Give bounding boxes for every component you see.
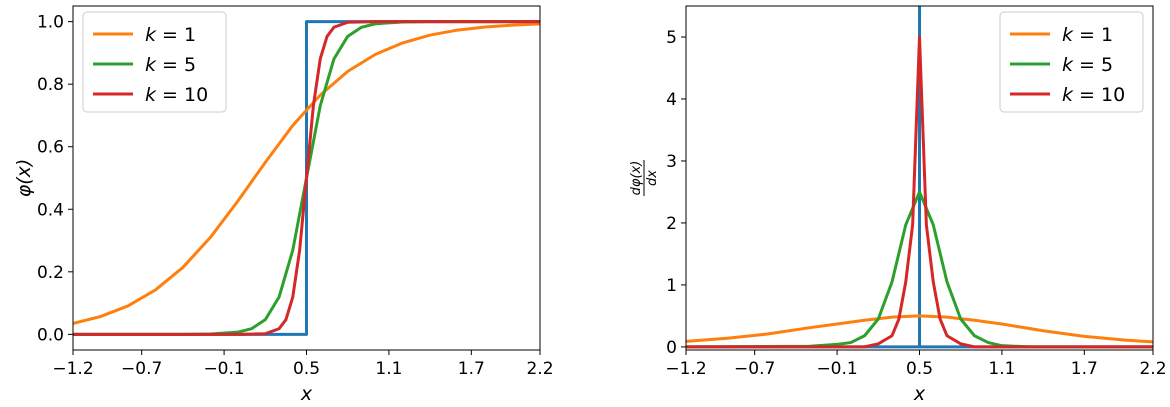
y-tick-label: 1 [666, 276, 677, 296]
legend: k = 1 k = 5 k = 10 [82, 11, 227, 113]
right-chart-derivative: −1.2 −0.7 −0.1 0.5 1.1 1.7 2.2 0 1 2 3 4 5 x dφ(x) dx k … [629, 5, 1167, 405]
series-line-k10 [73, 20, 540, 336]
y-tick-label: 0.2 [37, 263, 64, 283]
x-tick-label: 1.1 [988, 359, 1015, 379]
legend-label-k10: k = 10 [1062, 84, 1125, 106]
x-tick-label: 0.5 [293, 359, 320, 379]
y-tick-label: 0.6 [37, 138, 64, 158]
legend-box [82, 11, 227, 113]
x-tick-label: −0.1 [203, 359, 244, 379]
y-tick-label: 4 [666, 90, 677, 110]
y-tick-label: 2 [666, 214, 677, 234]
legend-label-k1: k = 1 [1062, 24, 1113, 46]
y-axis-label: φ(x) [13, 159, 35, 198]
x-tick-label: −1.2 [665, 359, 706, 379]
legend-label-k10: k = 10 [145, 84, 208, 106]
series-line-k1 [73, 22, 540, 325]
plot-area [73, 20, 540, 336]
legend-label-k5: k = 5 [1062, 54, 1113, 76]
y-tick-label: 0 [666, 338, 677, 358]
legend-label-k1: k = 1 [145, 24, 196, 46]
plot-area [686, 6, 1153, 349]
x-tick-label: −0.7 [121, 359, 162, 379]
x-tick-label: 2.2 [1139, 359, 1166, 379]
y-tick-label: 1.0 [37, 13, 64, 33]
y-tick-label: 0.0 [37, 325, 64, 345]
y-tick-label: 3 [666, 152, 677, 172]
x-tick-label: 1.1 [375, 359, 402, 379]
x-tick-label: −1.2 [52, 359, 93, 379]
y-tick-label: 0.8 [37, 75, 64, 95]
x-axis-label: x [913, 383, 926, 405]
legend: k = 1 k = 5 k = 10 [999, 11, 1144, 113]
y-label-numerator: dφ(x) [629, 161, 644, 196]
y-tick-label: 5 [666, 28, 677, 48]
x-tick-label: −0.1 [816, 359, 857, 379]
series-line-k1 [686, 314, 1153, 344]
y-label-denominator: dx [645, 170, 660, 186]
legend-label-k5: k = 5 [145, 54, 196, 76]
left-chart-phi: −1.2 −0.7 −0.1 0.5 1.1 1.7 2.2 0.0 0.2 0.4 0.6 0.8 1… [13, 5, 554, 405]
series-line-k5 [686, 190, 1153, 349]
x-axis-label: x [300, 383, 313, 405]
x-tick-label: 2.2 [526, 359, 553, 379]
x-tick-label: 0.5 [906, 359, 933, 379]
y-tick-label: 0.4 [37, 200, 64, 220]
series-line-k10 [686, 35, 1153, 349]
y-axis-label: dφ(x) dx [629, 160, 660, 196]
x-tick-label: −0.7 [734, 359, 775, 379]
x-tick-label: 1.7 [1071, 359, 1098, 379]
legend-box [999, 11, 1144, 113]
x-tick-label: 1.7 [458, 359, 485, 379]
